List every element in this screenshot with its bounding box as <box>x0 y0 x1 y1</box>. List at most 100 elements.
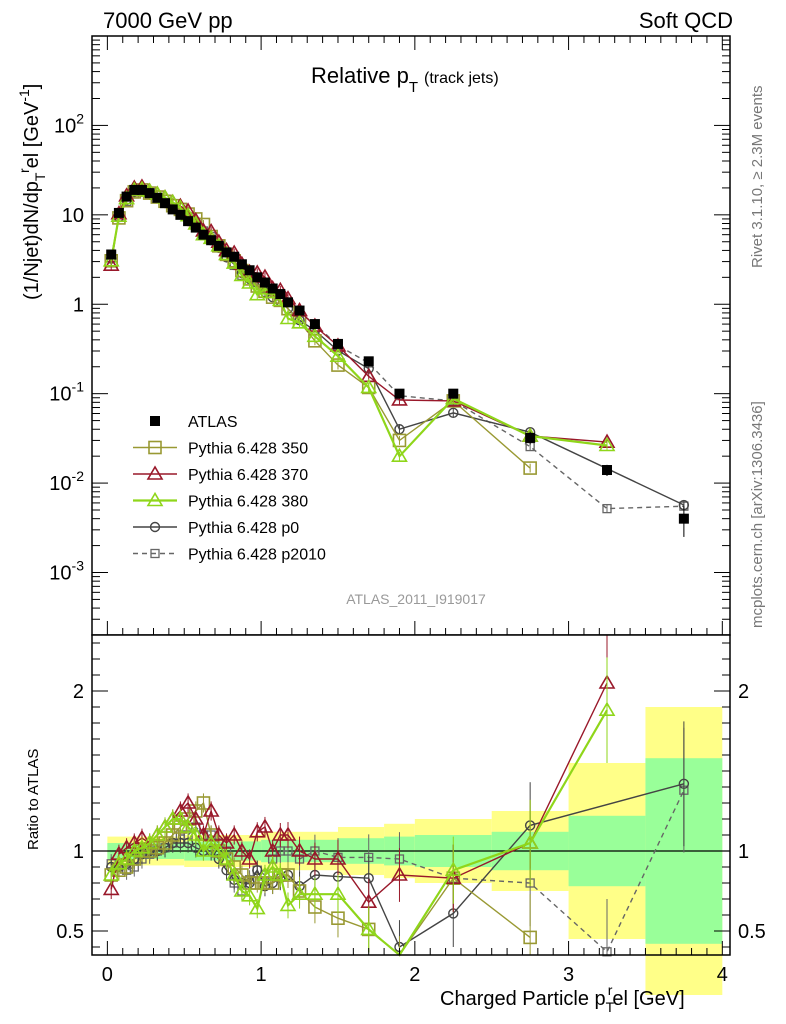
point-atlas <box>152 192 163 203</box>
main-plot-background <box>92 36 730 635</box>
point-p350 <box>523 461 537 475</box>
rivet-label: Rivet 3.1.10, ≥ 2.3M events <box>749 86 766 269</box>
ratio-axes: 0.5 0.5 1 1 2 2 0 1 2 3 4 <box>56 642 766 986</box>
ratio-point-p380 <box>521 834 539 849</box>
point-atlas <box>106 249 117 260</box>
analysis-label: ATLAS_2011_I919017 <box>346 591 486 607</box>
ratio-point-p380 <box>141 834 159 849</box>
plot-title-main: Relative p <box>311 63 409 88</box>
ratio-point-p380 <box>248 900 266 915</box>
y-tick-label-main: 1 <box>73 294 84 316</box>
y-tick-label-ratio: 0.5 <box>56 921 84 943</box>
ratio-point-p380 <box>179 818 197 833</box>
main-data-marks <box>102 178 690 537</box>
y-tick-label-base: 10 <box>49 384 71 406</box>
y-axis-label-main-sup: r <box>16 168 32 173</box>
point-atlas <box>206 235 217 246</box>
x-tick-label: 2 <box>409 964 420 986</box>
y-tick-label-base: 10 <box>49 473 71 495</box>
ratio-point-p370 <box>225 826 243 841</box>
legend-marker-p370 <box>146 465 164 480</box>
ratio-point-p370 <box>202 802 220 817</box>
ratio-point-p370 <box>256 818 274 833</box>
plot-title-small: (track jets) <box>424 70 499 87</box>
ratio-point-p380 <box>241 887 258 902</box>
ratio-point-p370 <box>179 794 197 809</box>
legend-entry-p0: Pythia 6.428 p0 <box>133 520 299 537</box>
y-axis-label-main-text: (1/Njet)dN/dp <box>21 181 43 300</box>
point-atlas <box>136 184 147 195</box>
ratio-point-p370 <box>218 834 235 849</box>
x-axis-label-text: Charged Particle p <box>440 988 606 1010</box>
ratio-data-marks <box>102 635 690 957</box>
point-atlas <box>259 277 270 288</box>
point-atlas <box>394 388 405 399</box>
point-atlas <box>229 251 240 262</box>
ratio-point-p370 <box>391 866 408 881</box>
legend-entry-p350: Pythia 6.428 350 <box>133 441 308 458</box>
point-atlas <box>252 272 263 283</box>
ratio-point-p350 <box>281 868 295 882</box>
point-atlas <box>602 465 613 476</box>
y-axis-label-ratio: Ratio to ATLAS <box>25 749 42 850</box>
ratio-point-p0 <box>678 778 690 789</box>
ratio-point-p380 <box>360 920 378 936</box>
legend-entry-p2010: Pythia 6.428 p2010 <box>133 547 326 564</box>
ratio-point-p370 <box>241 850 258 865</box>
ratio-point-p0 <box>182 837 194 849</box>
point-atlas <box>175 209 186 220</box>
point-p380 <box>391 447 408 462</box>
ratio-point-p2010 <box>602 947 612 957</box>
legend-entry-p370: Pythia 6.428 370 <box>133 465 308 484</box>
ratio-point-p350 <box>196 796 211 810</box>
header-left: 7000 GeV pp <box>103 8 233 33</box>
point-p380 <box>360 378 378 394</box>
y-axis-label-main-sub: T <box>32 172 48 181</box>
point-p380 <box>279 309 297 325</box>
ratio-point-p380 <box>233 882 251 897</box>
ratio-point-p380 <box>195 842 212 857</box>
y-tick-label-ratio: 1 <box>73 841 84 863</box>
ratio-point-p370 <box>291 842 308 857</box>
point-atlas <box>236 259 247 270</box>
ratio-point-p380 <box>210 842 228 857</box>
legend: ATLAS Pythia 6.428 350 Pythia 6.428 370 Pyt… <box>133 414 326 564</box>
point-atlas <box>198 229 209 240</box>
point-atlas <box>160 198 171 209</box>
point-atlas <box>294 305 305 316</box>
point-atlas <box>678 513 689 524</box>
point-atlas <box>244 265 255 276</box>
plot-title: Relative pT (track jets) <box>311 63 499 96</box>
header-right: Soft QCD <box>639 8 733 33</box>
x-axis-label-sub: T <box>606 999 615 1015</box>
legend-label-p0: Pythia 6.428 p0 <box>188 520 299 537</box>
point-atlas <box>448 388 459 399</box>
ratio-point-p380 <box>133 839 151 854</box>
legend-label-p2010: Pythia 6.428 p2010 <box>188 547 326 564</box>
x-tick-label: 4 <box>717 964 728 986</box>
ratio-point-p370 <box>233 842 251 857</box>
ratio-point-p380 <box>329 885 347 901</box>
x-tick-label: 3 <box>563 964 574 986</box>
ratio-point-p350 <box>235 868 249 882</box>
point-atlas <box>332 338 343 349</box>
point-atlas <box>183 216 194 227</box>
y-tick-label-ratio-right: 2 <box>738 681 749 703</box>
mcplots-label: mcplots.cern.ch [arXiv:1306.3436] <box>749 401 766 628</box>
ratio-point-p380 <box>271 866 289 881</box>
legend-entry-atlas: ATLAS <box>150 414 238 431</box>
legend-label-atlas: ATLAS <box>188 414 238 431</box>
ratio-point-p380 <box>225 866 243 881</box>
legend-marker-p0 <box>149 521 161 533</box>
ratio-point-p370 <box>329 850 347 865</box>
point-atlas <box>129 184 140 195</box>
y-axis-label-main-unit-sup: -1 <box>16 89 32 102</box>
point-atlas <box>121 191 132 202</box>
ratio-point-p380 <box>110 855 128 870</box>
ratio-point-p380 <box>256 866 274 881</box>
ratio-point-p380 <box>444 861 462 877</box>
ratio-point-p380 <box>148 826 166 841</box>
y-tick-label-ratio-right: 1 <box>738 841 749 863</box>
